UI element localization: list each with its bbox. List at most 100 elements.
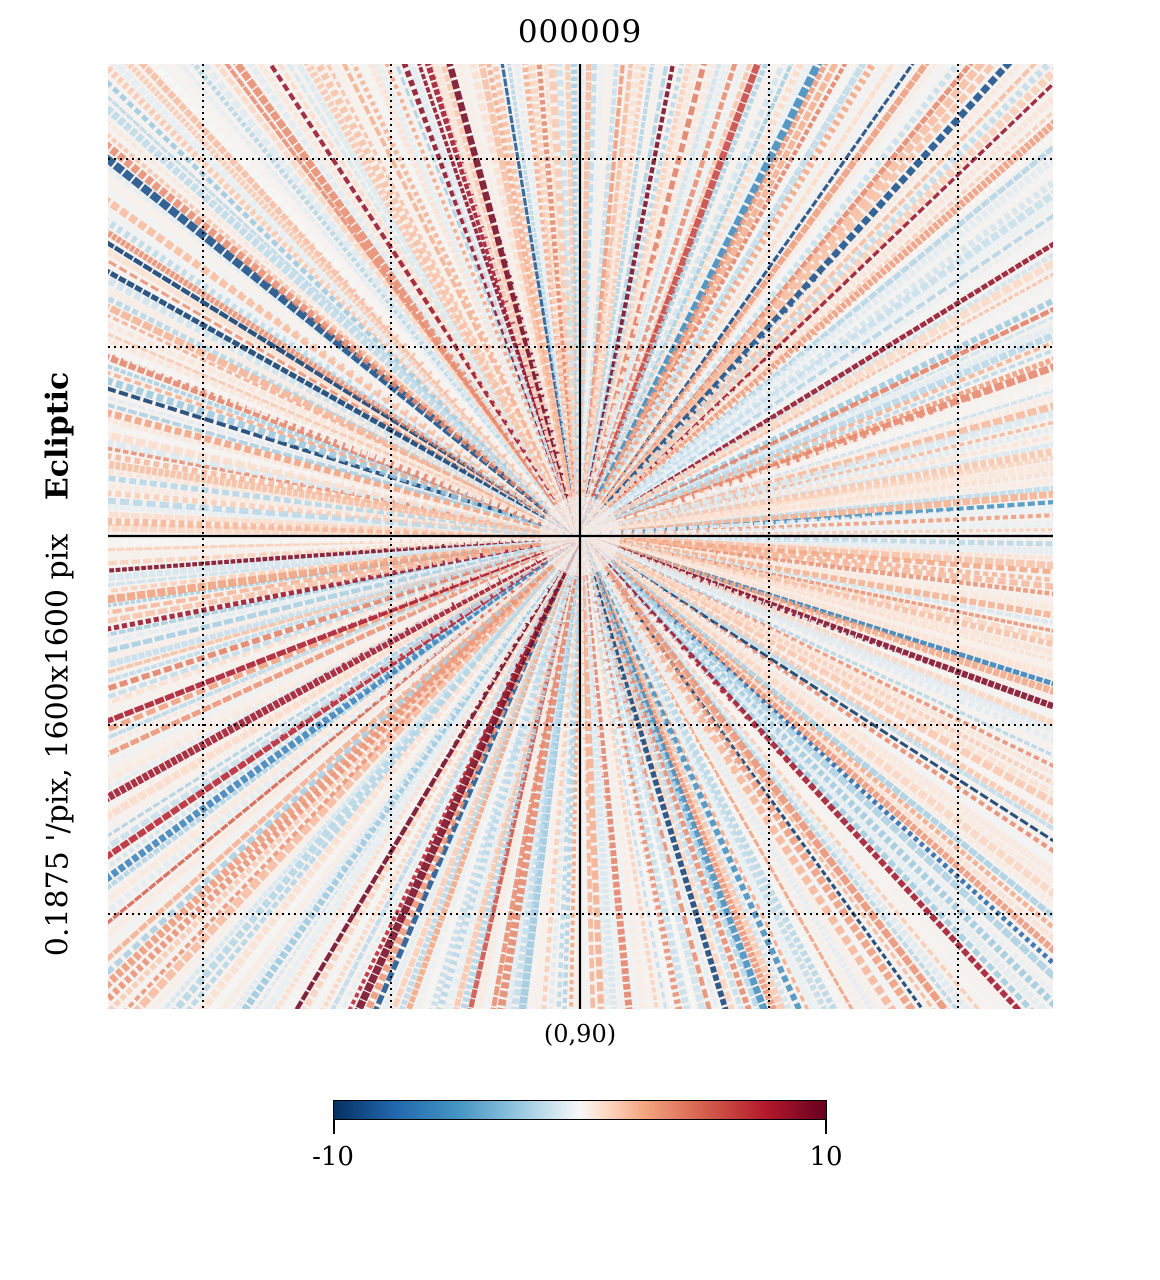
- radial-streak: [578, 533, 1053, 886]
- radial-streak: [578, 533, 1053, 776]
- radial-streak: [579, 533, 1053, 547]
- radial-streak: [277, 64, 582, 538]
- radial-streak: [108, 533, 581, 692]
- radial-streak: [578, 533, 1053, 814]
- radial-streak: [577, 67, 1053, 539]
- radial-streak: [108, 533, 582, 939]
- radial-streak: [579, 272, 1053, 538]
- colorbar: [333, 1100, 827, 1120]
- radial-streak: [576, 535, 618, 1009]
- radial-streak: [578, 533, 1053, 876]
- radial-streak: [108, 187, 582, 539]
- radial-streak: [108, 64, 583, 539]
- radial-streak: [577, 200, 1053, 539]
- radial-streak: [579, 532, 1053, 555]
- radial-streak: [108, 196, 583, 540]
- radial-streak: [108, 439, 581, 540]
- radial-streak: [108, 523, 581, 540]
- radial-streak: [161, 534, 582, 1009]
- radial-streak: [108, 533, 581, 624]
- radial-streak: [108, 532, 581, 581]
- radial-streak: [108, 533, 581, 645]
- radial-streak: [108, 534, 581, 838]
- radial-streak: [578, 532, 1053, 735]
- radial-streak: [436, 534, 584, 1009]
- radial-streak: [578, 535, 925, 1009]
- radial-streak: [579, 534, 1053, 768]
- radial-streak: [311, 534, 583, 1009]
- radial-streak: [577, 64, 930, 538]
- radial-streak: [108, 460, 581, 540]
- radial-streak: [108, 534, 582, 950]
- radial-streak: [543, 64, 582, 537]
- radial-streak: [148, 534, 582, 1009]
- radial-streak: [578, 535, 659, 1009]
- coordinate-system-label: Ecliptic: [40, 371, 76, 501]
- radial-streak: [578, 169, 1053, 538]
- colorbar-min-tick: [333, 1120, 335, 1134]
- radial-streak: [579, 348, 1053, 538]
- radial-streak: [179, 64, 582, 538]
- radial-streak: [578, 64, 794, 537]
- radial-streak: [108, 534, 581, 740]
- radial-streak: [579, 462, 1053, 540]
- radial-streak: [579, 490, 1053, 540]
- radial-streak: [500, 64, 582, 537]
- radial-streak: [108, 532, 581, 560]
- radial-streak: [108, 453, 581, 539]
- radial-streak: [108, 321, 582, 539]
- radial-streak: [263, 534, 583, 1009]
- radial-streak: [108, 403, 581, 538]
- radial-streak: [577, 64, 1013, 539]
- radial-streak: [578, 534, 995, 1009]
- radial-streak: [578, 535, 936, 1009]
- radial-streak: [133, 533, 583, 1009]
- radial-streak: [556, 535, 583, 1009]
- radial-streak: [108, 534, 581, 683]
- radial-streak: [579, 356, 1053, 539]
- radial-streak: [108, 370, 581, 538]
- radial-streak: [108, 533, 581, 654]
- radial-streak: [579, 520, 1053, 540]
- radial-streak: [108, 533, 582, 904]
- radial-streak: [163, 64, 583, 538]
- radial-streak: [579, 306, 1053, 539]
- radial-streak: [108, 511, 581, 539]
- radial-streak: [527, 64, 584, 537]
- radial-streak: [578, 395, 1053, 540]
- radial-streak: [482, 535, 583, 1009]
- radial-streak: [108, 532, 582, 803]
- pixel-size-label: 0.1875 '/pix,: [40, 768, 76, 957]
- radial-streak: [578, 258, 1053, 540]
- radial-streak: [240, 533, 583, 1009]
- radial-streak: [108, 533, 582, 851]
- radial-streak: [579, 426, 1053, 539]
- radial-streak: [570, 64, 584, 537]
- radial-streak: [108, 532, 581, 604]
- radial-streak: [576, 64, 878, 538]
- radial-streak: [577, 64, 625, 537]
- radial-streak: [108, 533, 581, 573]
- radial-streak: [108, 533, 581, 733]
- radial-streak: [384, 64, 582, 537]
- radial-streak: [579, 533, 1053, 751]
- center-coordinate-label: (0,90): [543, 1020, 617, 1048]
- radial-streak: [577, 534, 1022, 1009]
- radial-streak: [108, 303, 582, 540]
- radial-streak: [577, 155, 1053, 540]
- radial-streak: [347, 535, 582, 1009]
- radial-streak: [108, 533, 581, 724]
- radial-streak: [577, 94, 1053, 539]
- map-plot-area: [108, 64, 1053, 1009]
- radial-streak: [351, 64, 583, 538]
- radial-streak: [108, 295, 582, 539]
- radial-streak: [577, 64, 634, 537]
- radial-streak: [576, 535, 605, 1009]
- radial-streak: [577, 64, 605, 537]
- radial-streak: [579, 409, 1053, 540]
- radial-streak: [579, 533, 1053, 597]
- radial-streak: [375, 64, 583, 538]
- radial-streak: [578, 532, 1053, 695]
- radial-streak: [576, 533, 916, 1009]
- radial-streak: [578, 64, 1038, 538]
